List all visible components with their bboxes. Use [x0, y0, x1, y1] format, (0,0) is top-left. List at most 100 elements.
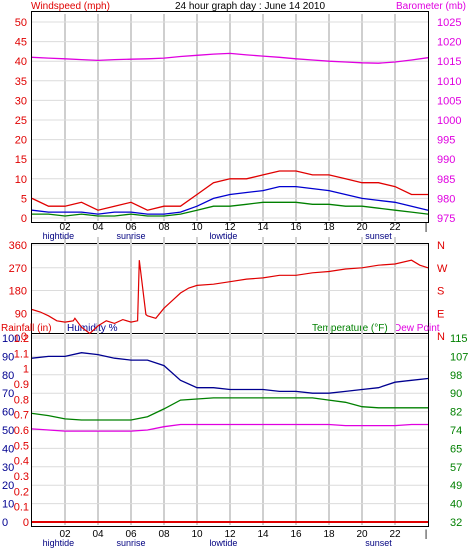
y-tick-right: 1010 [437, 76, 461, 88]
y-tick-humidity: 30 [2, 462, 14, 474]
y-tick-rainfall: 1 [23, 364, 29, 376]
y-tick-temperature: 40 [450, 499, 462, 511]
y-tick-right: W [437, 263, 448, 275]
x-tick-label: 10 [191, 529, 203, 540]
y-tick-right: 975 [437, 213, 455, 225]
x-tick-label: 14 [257, 222, 269, 233]
x-tick-label: 14 [257, 529, 269, 540]
marker-hightide: hightide [43, 538, 75, 548]
y-tick-temperature: 107 [450, 351, 468, 363]
barometer-axis-title: Barometer (mb) [396, 1, 466, 12]
x-tick-label: 20 [356, 529, 368, 540]
y-tick-left: 0 [21, 213, 27, 225]
series-layer [31, 52, 429, 523]
x-tick-label: 16 [290, 222, 302, 233]
series-dew-point [31, 423, 428, 432]
y-tick-temperature: 65 [450, 443, 462, 455]
x-tick-label: 06 [125, 529, 137, 540]
y-tick-right: S [437, 286, 444, 298]
y-tick-humidity: 90 [2, 351, 14, 363]
y-tick-left: 50 [15, 17, 27, 29]
x-tick-end: | [425, 222, 428, 233]
y-tick-right: 1005 [437, 95, 461, 107]
y-tick-left: 30 [15, 95, 27, 107]
marker-sunrise: sunrise [116, 231, 145, 241]
y-tick-humidity: 100 [2, 333, 20, 345]
marker-hightide: hightide [43, 231, 75, 241]
y-tick-humidity: 10 [2, 499, 14, 511]
x-tick-label: 18 [323, 529, 335, 540]
series-wind-gust [31, 170, 428, 211]
y-tick-left: 270 [9, 263, 27, 275]
series-wind-direction [31, 259, 429, 335]
x-tick-label: 16 [290, 529, 302, 540]
y-tick-humidity: 60 [2, 407, 14, 419]
y-tick-rainfall: 0.6 [14, 425, 29, 437]
y-tick-left: 180 [9, 286, 27, 298]
y-tick-right: N [437, 331, 445, 343]
y-tick-temperature: 82 [450, 407, 462, 419]
series-wind-average [31, 185, 429, 215]
y-tick-right: 980 [437, 193, 455, 205]
wind-axis-title: Windspeed (mph) [31, 1, 110, 12]
x-tick-label: 08 [158, 222, 170, 233]
grid-layer [32, 14, 428, 525]
y-tick-rainfall: 0.1 [14, 502, 29, 514]
y-tick-rainfall: 0.5 [14, 440, 29, 452]
y-tick-humidity: 20 [2, 480, 14, 492]
series-barometer [31, 52, 429, 64]
series-temperature [31, 397, 428, 421]
y-tick-left: 35 [15, 76, 27, 88]
y-tick-left: 20 [15, 135, 27, 147]
humidity-axis-title: Humidity % [67, 323, 118, 334]
x-tick-label: 04 [92, 529, 104, 540]
y-tick-rainfall: 0.2 [14, 486, 29, 498]
y-tick-humidity: 0 [2, 517, 8, 529]
series-humidity [31, 352, 429, 394]
y-tick-left: 5 [21, 193, 27, 205]
y-tick-rainfall: 0 [23, 517, 29, 529]
x-tick-label: 12 [224, 529, 236, 540]
y-tick-right: E [437, 308, 444, 320]
marker-lowtide: lowtide [209, 231, 237, 241]
y-tick-temperature: 49 [450, 480, 462, 492]
rainfall-axis-title: Rainfall (in) [1, 323, 52, 334]
marker-sunset: sunset [365, 538, 392, 548]
y-tick-rainfall: 1.2 [14, 333, 29, 345]
y-tick-temperature: 90 [450, 388, 462, 400]
y-tick-left: 0 [21, 331, 27, 343]
x-tick-label: 18 [323, 222, 335, 233]
y-tick-rainfall: 0.3 [14, 471, 29, 483]
y-tick-right: N [437, 240, 445, 252]
y-tick-humidity: 70 [2, 388, 14, 400]
y-tick-temperature: 98 [450, 370, 462, 382]
y-tick-left: 45 [15, 37, 27, 49]
dewpoint-axis-title: Dew Point [394, 323, 440, 334]
y-tick-right: 1020 [437, 37, 461, 49]
y-tick-humidity: 80 [2, 370, 14, 382]
x-tick-label: 02 [59, 529, 71, 540]
marker-lowtide: lowtide [209, 538, 237, 548]
y-tick-right: 995 [437, 135, 455, 147]
y-tick-rainfall: 0.8 [14, 394, 29, 406]
x-tick-label: 04 [92, 222, 104, 233]
x-tick-label: 12 [224, 222, 236, 233]
marker-sunset: sunset [365, 231, 392, 241]
y-tick-temperature: 74 [450, 425, 462, 437]
y-tick-right: 1025 [437, 17, 461, 29]
y-tick-left: 25 [15, 115, 27, 127]
series-wind-speed [32, 201, 429, 217]
y-tick-left: 15 [15, 154, 27, 166]
y-tick-temperature: 57 [450, 462, 462, 474]
x-tick-label: 08 [158, 529, 170, 540]
x-tick-label: 22 [389, 529, 401, 540]
x-tick-label: 22 [389, 222, 401, 233]
x-tick-label: 06 [125, 222, 137, 233]
y-tick-left: 90 [15, 308, 27, 320]
marker-sunrise: sunrise [116, 538, 145, 548]
y-tick-rainfall: 0.7 [14, 410, 29, 422]
x-tick-end: | [425, 529, 428, 540]
chart-title: 24 hour graph day : June 14 2010 [175, 1, 326, 12]
